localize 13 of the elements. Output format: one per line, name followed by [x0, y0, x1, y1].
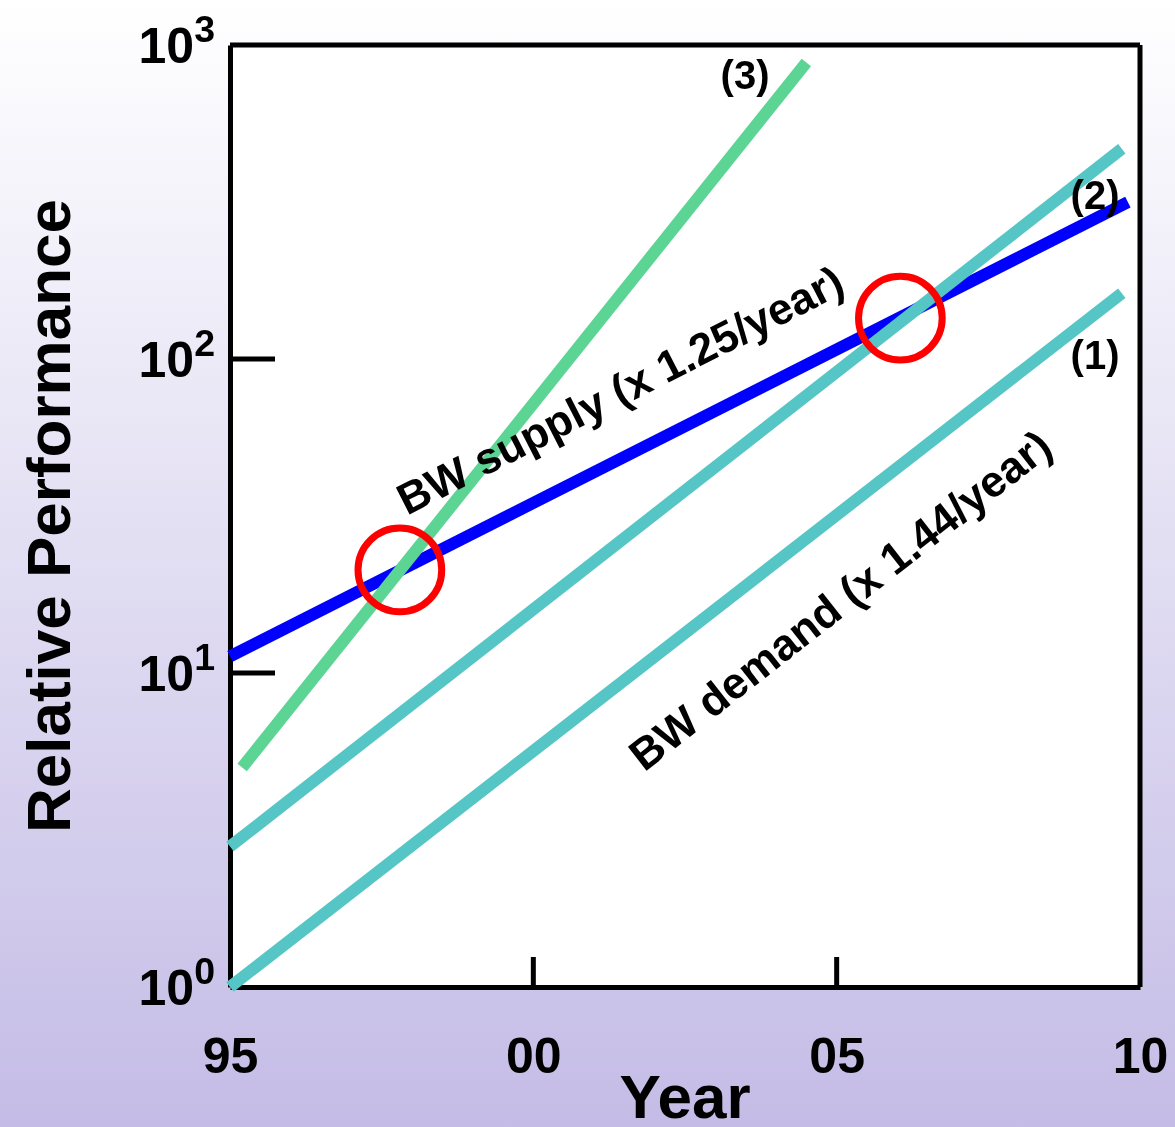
- x-tick-label: 05: [809, 1027, 865, 1084]
- y-tick-label: 10$^{1}$: [138, 636, 215, 702]
- annotation: (1): [1070, 333, 1120, 377]
- annotation: (2): [1070, 173, 1120, 217]
- annotation: (3): [720, 53, 770, 97]
- y-tick-label: 10$^{3}$: [138, 8, 215, 74]
- y-tick-label: 10$^{2}$: [138, 322, 215, 388]
- x-tick-label: 95: [202, 1027, 259, 1084]
- x-tick-label: 00: [506, 1027, 562, 1084]
- y-axis-title: Relative Performance: [14, 198, 83, 834]
- x-tick-label: 10: [1112, 1027, 1169, 1084]
- y-tick-label: 10$^{0}$: [138, 950, 215, 1016]
- x-axis-title: Year: [619, 1062, 751, 1127]
